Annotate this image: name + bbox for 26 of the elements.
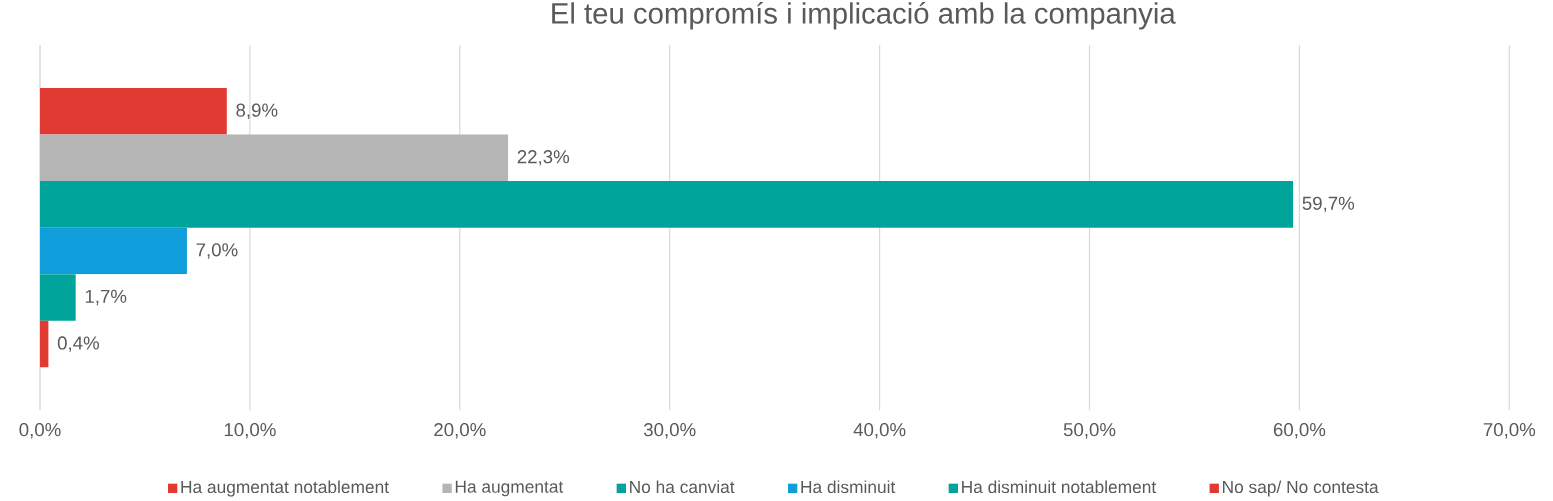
- legend-label: Ha disminuit: [801, 480, 896, 494]
- legend-label: Ha augmentat: [455, 480, 564, 497]
- x-tick-label: 0,0%: [19, 423, 61, 439]
- x-tick-label: 10,0%: [224, 423, 276, 439]
- data-label: 7,0%: [196, 243, 238, 259]
- bar: [40, 134, 509, 182]
- x-tick-label: 30,0%: [643, 423, 696, 439]
- bar: [40, 274, 76, 321]
- chart-title: El teu compromís i implicació amb la companyia: [552, 1, 1176, 30]
- bar: [40, 181, 1294, 228]
- data-label: 8,9%: [236, 103, 278, 119]
- legend-label: Ha augmentat notablement: [181, 480, 389, 497]
- legend-label: No ha canviat: [630, 480, 735, 494]
- x-tick-label: 50,0%: [1063, 423, 1116, 439]
- bar: [40, 227, 187, 275]
- legend-label: No sap/ No contesta: [1223, 480, 1379, 497]
- x-tick-label: 70,0%: [1483, 423, 1536, 439]
- data-label: 0,4%: [57, 336, 99, 352]
- data-label: 22,3%: [517, 150, 570, 166]
- x-tick-label: 40,0%: [853, 423, 906, 439]
- legend-label: Ha disminuit notablement: [962, 480, 1157, 494]
- x-tick-label: 60,0%: [1273, 423, 1326, 439]
- data-label: 59,7%: [1302, 196, 1355, 213]
- bar: [40, 87, 227, 135]
- data-label: 1,7%: [85, 289, 127, 306]
- x-tick-label: 20,0%: [434, 423, 486, 439]
